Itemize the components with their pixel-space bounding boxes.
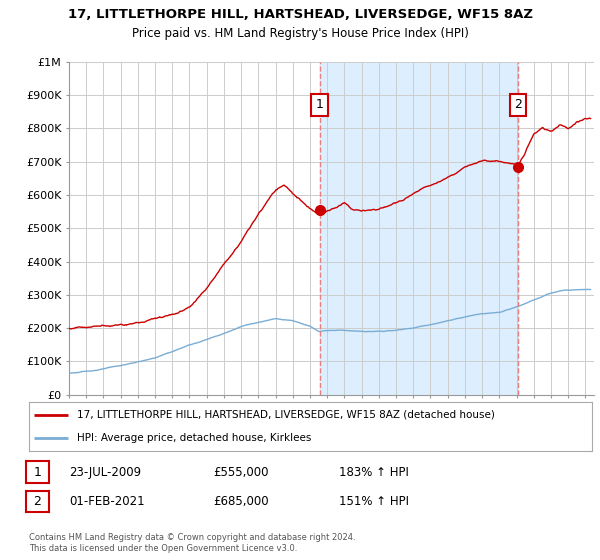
Text: 17, LITTLETHORPE HILL, HARTSHEAD, LIVERSEDGE, WF15 8AZ (detached house): 17, LITTLETHORPE HILL, HARTSHEAD, LIVERS… (77, 410, 494, 420)
Text: Price paid vs. HM Land Registry's House Price Index (HPI): Price paid vs. HM Land Registry's House … (131, 27, 469, 40)
Bar (320, 62, 518, 395)
Text: Contains HM Land Registry data © Crown copyright and database right 2024.
This d: Contains HM Land Registry data © Crown c… (29, 533, 355, 553)
Text: 151% ↑ HPI: 151% ↑ HPI (339, 495, 409, 508)
Text: £685,000: £685,000 (213, 495, 269, 508)
Text: 1: 1 (316, 99, 323, 111)
Text: £555,000: £555,000 (213, 465, 269, 479)
Text: 17, LITTLETHORPE HILL, HARTSHEAD, LIVERSEDGE, WF15 8AZ: 17, LITTLETHORPE HILL, HARTSHEAD, LIVERS… (67, 8, 533, 21)
Text: 2: 2 (514, 99, 522, 111)
Text: 01-FEB-2021: 01-FEB-2021 (69, 495, 145, 508)
Text: 23-JUL-2009: 23-JUL-2009 (69, 465, 141, 479)
Text: 1: 1 (33, 465, 41, 479)
Text: HPI: Average price, detached house, Kirklees: HPI: Average price, detached house, Kirk… (77, 433, 311, 444)
Text: 183% ↑ HPI: 183% ↑ HPI (339, 465, 409, 479)
Text: 2: 2 (33, 495, 41, 508)
